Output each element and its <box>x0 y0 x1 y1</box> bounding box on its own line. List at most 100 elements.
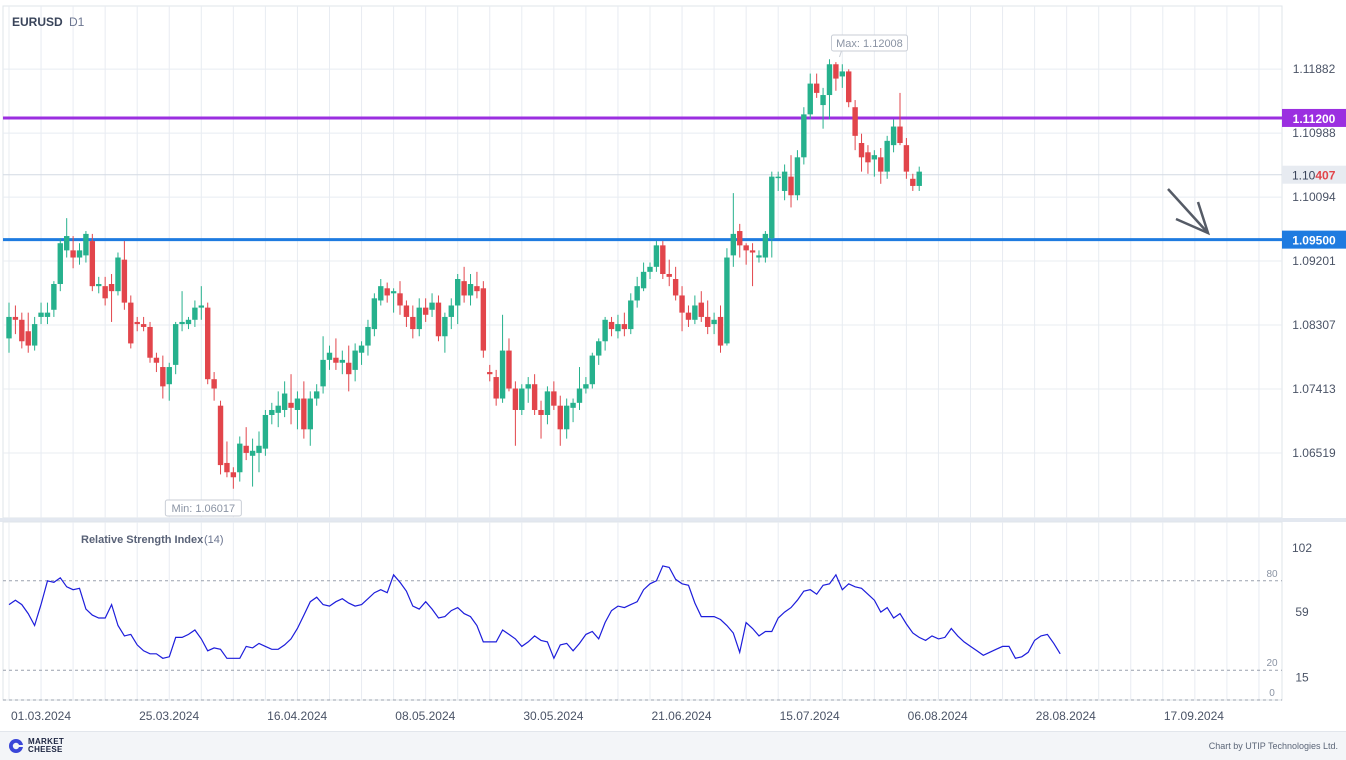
candle-body <box>198 305 204 308</box>
candle-body <box>807 83 813 115</box>
candle-body <box>897 126 903 144</box>
candle-body <box>38 312 44 317</box>
candle-body <box>685 312 692 320</box>
candle-body <box>358 345 365 353</box>
candle-body <box>544 391 551 415</box>
brand-line1: MARKET <box>28 737 65 746</box>
date-tick-label: 01.03.2024 <box>11 709 71 723</box>
candle-body <box>698 302 704 317</box>
price-tick-label: 1.08307 <box>1292 318 1336 332</box>
price-tick-label: 1.11882 <box>1293 62 1336 76</box>
price-panel <box>2 5 1283 519</box>
candle-body <box>237 443 243 473</box>
candle-body <box>147 326 153 358</box>
candle-body <box>480 288 487 351</box>
candle-body <box>557 405 563 430</box>
forecast-arrow-shaft <box>1167 188 1209 234</box>
candle-body <box>365 326 371 346</box>
candle-body <box>230 472 237 478</box>
candle-body <box>403 305 410 317</box>
candle-body <box>647 266 653 272</box>
rsi-series-line <box>8 565 1061 660</box>
candle-body <box>692 305 698 320</box>
candle-body <box>813 83 820 93</box>
candle-body <box>871 155 878 160</box>
candle-body <box>839 71 845 77</box>
candle-body <box>301 398 307 430</box>
candle-body <box>211 379 217 389</box>
candle-body <box>846 71 852 103</box>
candle-body <box>781 171 788 191</box>
symbol-label: EURUSD <box>12 15 63 29</box>
candle-body <box>551 391 557 406</box>
candle-body <box>596 341 602 356</box>
candle-body <box>249 450 256 456</box>
candle-body <box>262 414 269 449</box>
candle-body <box>44 312 51 317</box>
candle-body <box>455 278 461 306</box>
candle-body <box>134 321 140 325</box>
brand-line2: CHEESE <box>28 745 63 754</box>
candle-body <box>826 64 833 96</box>
footer-bar: MARKET CHEESE Chart by UTIP Technologies… <box>0 731 1346 760</box>
candle-body <box>910 178 916 186</box>
date-tick-label: 06.08.2024 <box>908 709 968 723</box>
level-price-tag <box>1282 108 1346 127</box>
candle-body <box>506 350 512 389</box>
candle-body <box>224 462 230 473</box>
candle-body <box>371 298 378 330</box>
chart-credit[interactable]: Chart by UTIP Technologies Ltd. <box>1208 741 1338 751</box>
candle-body <box>89 241 96 287</box>
candle-body <box>525 384 531 389</box>
date-tick-label: 08.05.2024 <box>395 709 455 723</box>
price-tick-label: 1.10094 <box>1292 190 1336 204</box>
rsi-period: (14) <box>204 534 224 546</box>
candle-body <box>205 307 211 380</box>
candle-body <box>378 286 384 301</box>
candle-body <box>179 321 185 325</box>
candle-body <box>96 284 102 287</box>
forecast-arrow-head <box>1175 201 1211 236</box>
current-price-tag <box>1282 165 1346 184</box>
candle-body <box>70 250 76 258</box>
candle-body <box>19 319 25 342</box>
candle-body <box>640 271 647 289</box>
min-annotation-box <box>164 499 242 517</box>
candle-body <box>653 245 660 267</box>
date-tick-label: 21.06.2024 <box>651 709 711 723</box>
min-annotation: Min: 1.06017 <box>172 503 236 515</box>
candle-body <box>6 316 12 339</box>
candle-body <box>884 140 890 172</box>
candle-body <box>390 291 397 294</box>
candle-body <box>794 157 801 196</box>
rsi-level-label: 80 <box>1266 569 1278 580</box>
candle-body <box>615 324 621 332</box>
candle-body <box>320 359 326 387</box>
brand-logo[interactable]: MARKET CHEESE <box>8 738 64 754</box>
candle-body <box>442 316 448 337</box>
candle-body <box>878 157 884 172</box>
candle-body <box>416 307 422 330</box>
current-price-accent: 407 <box>1315 169 1335 183</box>
candle-body <box>679 295 685 313</box>
rsi-tick-label: 59 <box>1295 605 1309 619</box>
candle-body <box>333 357 339 363</box>
candle-body <box>538 409 544 415</box>
date-tick-label: 25.03.2024 <box>139 709 199 723</box>
candle-body <box>410 316 416 330</box>
chart-canvas: EURUSD D1 Max: 1.12008 Min: 1.06017 80 20 0… <box>0 5 1346 723</box>
candle-body <box>461 281 467 296</box>
candle-body <box>903 145 910 172</box>
date-tick-label: 15.07.2024 <box>780 709 840 723</box>
candle-body <box>737 231 743 246</box>
candle-body <box>602 319 608 342</box>
candle-body <box>717 316 724 346</box>
candle-body <box>852 107 858 136</box>
candle-body <box>788 176 794 196</box>
candle-body <box>749 250 756 253</box>
candle-body <box>25 331 31 346</box>
candle-body <box>269 409 275 415</box>
candle-body <box>435 302 442 337</box>
rsi-tick-label: 102 <box>1292 541 1312 555</box>
candle-body <box>256 445 262 453</box>
